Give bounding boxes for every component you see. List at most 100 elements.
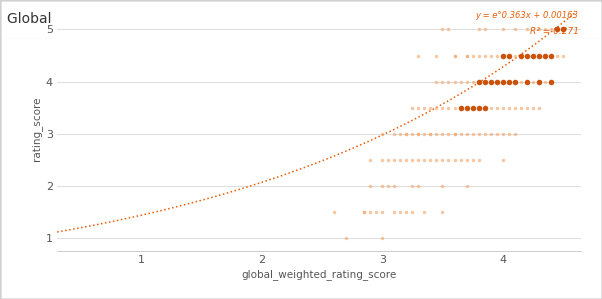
Point xyxy=(528,105,538,110)
Point xyxy=(414,53,423,58)
Point xyxy=(534,79,544,84)
Point xyxy=(516,79,526,84)
Point xyxy=(480,27,489,32)
Point xyxy=(408,158,417,162)
Point xyxy=(498,158,507,162)
Point xyxy=(365,210,375,214)
Text: Global Ratings v Mine: Global Ratings v Mine xyxy=(7,13,158,26)
Point xyxy=(474,131,483,136)
Point xyxy=(522,53,532,58)
Point xyxy=(510,79,520,84)
Point xyxy=(402,131,411,136)
Point xyxy=(498,79,507,84)
Point xyxy=(474,158,483,162)
Point xyxy=(516,53,526,58)
Point xyxy=(450,131,459,136)
Point xyxy=(558,27,568,32)
Point xyxy=(522,105,532,110)
X-axis label: global_weighted_rating_score: global_weighted_rating_score xyxy=(241,269,397,280)
Point xyxy=(486,105,495,110)
Point xyxy=(383,158,393,162)
Point xyxy=(492,131,501,136)
Point xyxy=(377,184,387,188)
Point xyxy=(474,27,483,32)
Point xyxy=(432,158,441,162)
Point xyxy=(468,158,477,162)
Point xyxy=(498,53,507,58)
Point xyxy=(438,131,447,136)
Point xyxy=(377,210,387,214)
Point xyxy=(498,131,507,136)
Point xyxy=(534,79,544,84)
Point xyxy=(450,79,459,84)
Point xyxy=(504,131,514,136)
Point xyxy=(552,53,562,58)
Point xyxy=(480,53,489,58)
Point xyxy=(432,79,441,84)
Point xyxy=(408,105,417,110)
Point xyxy=(396,158,405,162)
Point xyxy=(510,27,520,32)
Point xyxy=(444,158,453,162)
Point xyxy=(444,79,453,84)
Point xyxy=(438,184,447,188)
Point xyxy=(546,79,556,84)
Point xyxy=(480,79,489,84)
Point xyxy=(558,27,568,32)
Point xyxy=(510,105,520,110)
Point xyxy=(438,158,447,162)
Point xyxy=(383,184,393,188)
Point xyxy=(504,79,514,84)
Point xyxy=(432,53,441,58)
Point xyxy=(341,236,351,240)
Point xyxy=(546,27,556,32)
Point xyxy=(534,53,544,58)
Point xyxy=(462,184,471,188)
Point xyxy=(498,79,507,84)
Point xyxy=(408,184,417,188)
Point xyxy=(426,131,435,136)
Point xyxy=(426,158,435,162)
Point xyxy=(432,131,441,136)
Point xyxy=(450,158,459,162)
Point xyxy=(522,53,532,58)
Point xyxy=(408,131,417,136)
Point xyxy=(510,53,520,58)
Point xyxy=(402,131,411,136)
Point xyxy=(371,210,381,214)
Point xyxy=(396,210,405,214)
Point xyxy=(462,53,471,58)
Point xyxy=(426,131,435,136)
Point xyxy=(468,105,477,110)
Point xyxy=(402,158,411,162)
Point xyxy=(486,79,495,84)
Point xyxy=(492,105,501,110)
Point xyxy=(534,27,544,32)
Point xyxy=(450,105,459,110)
Point xyxy=(420,105,429,110)
Point xyxy=(486,79,495,84)
Point xyxy=(486,131,495,136)
Point xyxy=(377,158,387,162)
Point xyxy=(365,158,375,162)
Point xyxy=(444,27,453,32)
Point xyxy=(528,53,538,58)
Point xyxy=(414,131,423,136)
Point xyxy=(474,53,483,58)
Point xyxy=(456,158,465,162)
Point xyxy=(516,53,526,58)
Point xyxy=(462,79,471,84)
Point xyxy=(389,158,399,162)
Point xyxy=(522,27,532,32)
Point xyxy=(444,131,453,136)
Point xyxy=(408,210,417,214)
Point xyxy=(377,236,387,240)
Point xyxy=(359,210,369,214)
Point xyxy=(414,131,423,136)
Point xyxy=(474,105,483,110)
Point xyxy=(462,131,471,136)
Text: R² = 0.271: R² = 0.271 xyxy=(530,27,579,36)
Point xyxy=(462,105,471,110)
Point xyxy=(462,53,471,58)
Point xyxy=(498,105,507,110)
